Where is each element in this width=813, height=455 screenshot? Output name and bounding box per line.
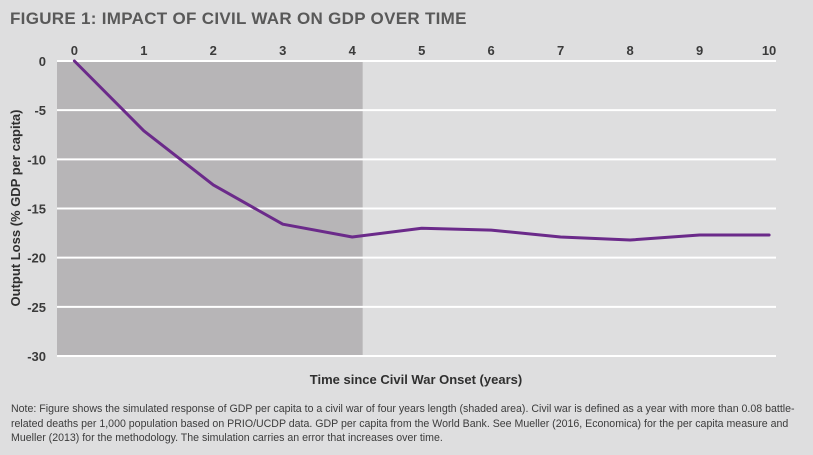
x-tick-label: 10: [762, 43, 776, 58]
y-tick-label: -30: [27, 349, 46, 364]
x-axis-ticks: 0 1 2 3 4 5 6 7 8 9 10: [71, 43, 777, 58]
y-tick-label: -25: [27, 300, 46, 315]
x-tick-label: 1: [140, 43, 147, 58]
x-tick-label: 7: [557, 43, 564, 58]
x-tick-label: 4: [349, 43, 357, 58]
x-tick-label: 8: [626, 43, 633, 58]
y-tick-label: -10: [27, 152, 46, 167]
x-tick-label: 5: [418, 43, 425, 58]
y-tick-label: -15: [27, 202, 46, 217]
x-tick-label: 0: [71, 43, 78, 58]
y-axis-ticks: 0 -5 -10 -15 -20 -25 -30: [27, 54, 46, 364]
y-tick-label: 0: [39, 54, 46, 69]
x-tick-label: 9: [696, 43, 703, 58]
x-tick-label: 2: [210, 43, 217, 58]
y-tick-label: -20: [27, 251, 46, 266]
y-axis-label: Output Loss (% GDP per capita): [8, 110, 23, 307]
x-tick-label: 6: [488, 43, 495, 58]
gdp-response-line: [72, 59, 771, 242]
gridlines: [57, 60, 776, 357]
figure-title: FIGURE 1: IMPACT OF CIVIL WAR ON GDP OVE…: [10, 9, 467, 28]
figure-note: Note: Figure shows the simulated respons…: [11, 403, 795, 444]
x-axis-label: Time since Civil War Onset (years): [310, 372, 522, 387]
chart: 0 1 2 3 4 5 6 7 8 9 10 0 -5 -10 -15 -20 -25 -30 Time sin…: [8, 43, 777, 387]
y-tick-label: -5: [34, 103, 46, 118]
x-tick-label: 3: [279, 43, 286, 58]
